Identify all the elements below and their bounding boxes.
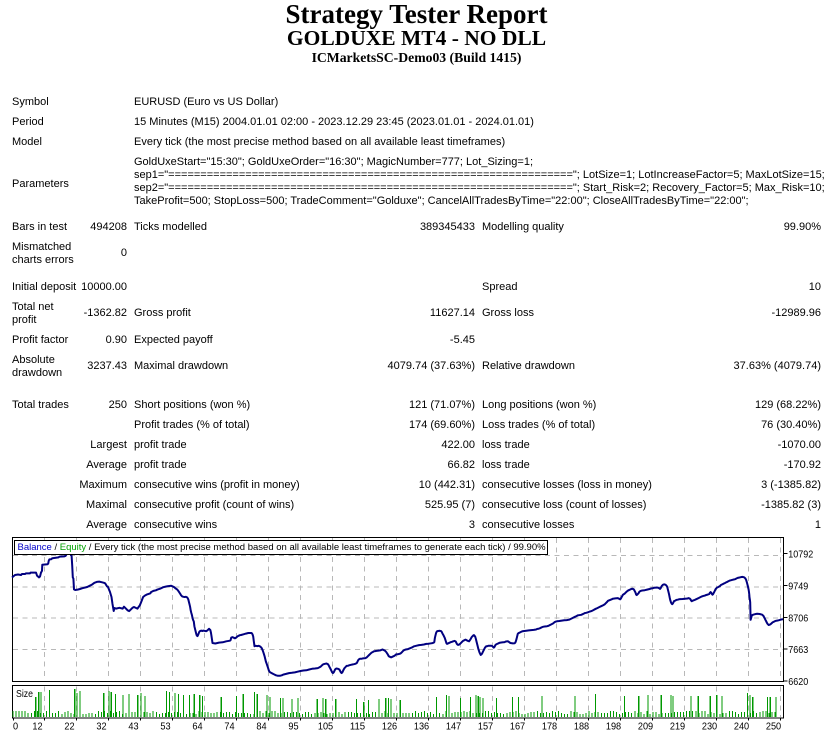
svg-text:105: 105 [318, 721, 333, 733]
svg-text:43: 43 [128, 721, 138, 733]
svg-text:188: 188 [574, 721, 589, 733]
svg-text:8706: 8706 [788, 612, 808, 624]
svg-text:167: 167 [510, 721, 525, 733]
svg-text:84: 84 [256, 721, 266, 733]
svg-text:32: 32 [96, 721, 106, 733]
svg-text:Balance / Equity / Every tick: Balance / Equity / Every tick (the most … [18, 542, 547, 553]
svg-text:0: 0 [13, 721, 18, 733]
svg-text:7663: 7663 [788, 644, 808, 656]
svg-text:12: 12 [32, 721, 42, 733]
svg-text:147: 147 [446, 721, 461, 733]
svg-text:115: 115 [350, 721, 365, 733]
svg-text:74: 74 [224, 721, 234, 733]
svg-text:6620: 6620 [788, 676, 808, 688]
svg-text:157: 157 [478, 721, 493, 733]
svg-text:95: 95 [288, 721, 298, 733]
svg-text:209: 209 [638, 721, 653, 733]
svg-text:240: 240 [734, 721, 749, 733]
svg-text:64: 64 [192, 721, 202, 733]
svg-text:9749: 9749 [788, 581, 808, 593]
svg-text:198: 198 [606, 721, 621, 733]
svg-text:230: 230 [702, 721, 717, 733]
svg-text:219: 219 [670, 721, 685, 733]
svg-text:53: 53 [160, 721, 170, 733]
svg-text:178: 178 [542, 721, 557, 733]
svg-text:Size: Size [16, 688, 33, 700]
svg-text:136: 136 [414, 721, 429, 733]
svg-text:10792: 10792 [788, 549, 813, 561]
svg-text:126: 126 [382, 721, 397, 733]
svg-text:250: 250 [766, 721, 781, 733]
svg-text:22: 22 [64, 721, 74, 733]
